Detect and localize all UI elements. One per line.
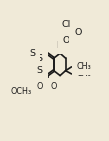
Text: S: S xyxy=(37,66,43,75)
Text: O: O xyxy=(37,82,43,92)
Text: O: O xyxy=(51,82,57,92)
Text: N: N xyxy=(57,41,64,50)
Text: Cl: Cl xyxy=(61,20,71,29)
Text: CH₃: CH₃ xyxy=(76,62,91,71)
Text: S: S xyxy=(37,54,43,63)
Text: S: S xyxy=(30,49,36,58)
Text: O: O xyxy=(62,36,70,45)
Text: CH₃: CH₃ xyxy=(76,69,91,78)
Text: OCH₃: OCH₃ xyxy=(10,87,31,96)
Text: O: O xyxy=(74,28,82,37)
